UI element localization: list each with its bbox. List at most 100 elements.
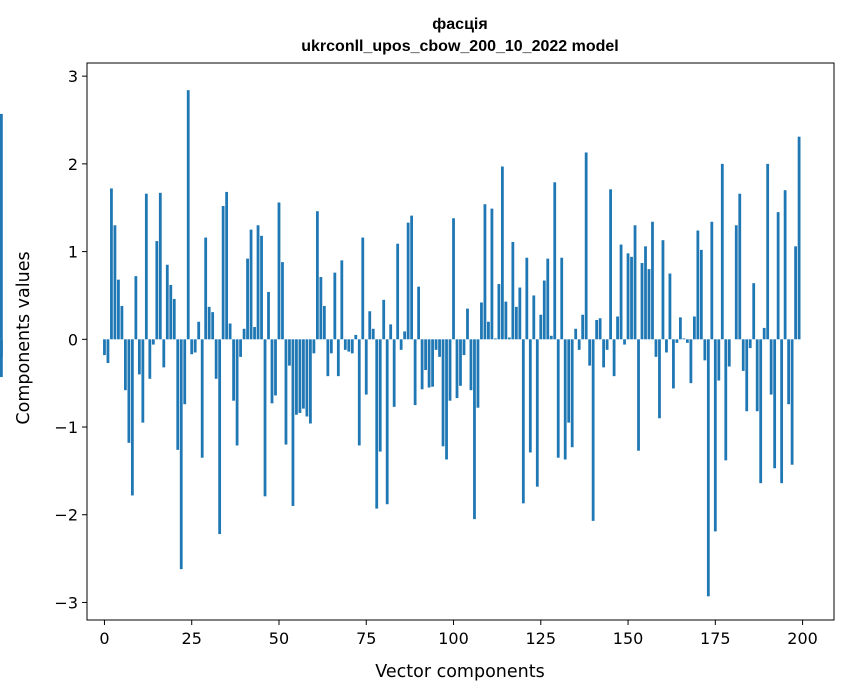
bar — [130, 339, 134, 496]
bar — [682, 338, 686, 340]
bar — [0, 113, 3, 340]
bar — [399, 339, 403, 350]
x-tick-label: 100 — [438, 629, 469, 648]
bar — [452, 218, 455, 340]
bar — [748, 339, 752, 349]
bar — [179, 339, 183, 570]
x-tick-label: 200 — [787, 629, 818, 648]
bar — [752, 283, 756, 340]
bar — [162, 339, 166, 368]
bar — [567, 339, 571, 423]
bar — [651, 221, 654, 340]
y-tick-label: −3 — [54, 593, 78, 612]
bar — [780, 339, 784, 484]
bar — [703, 339, 707, 361]
bar — [347, 339, 351, 352]
bar — [532, 295, 536, 340]
y-tick-label: 3 — [68, 67, 78, 86]
bar — [172, 298, 176, 340]
bar — [361, 237, 365, 340]
bars-group — [0, 90, 801, 597]
bar — [553, 182, 557, 340]
bar — [113, 225, 117, 340]
chart-title-line1: фасція — [432, 16, 487, 33]
bar — [459, 339, 462, 386]
y-tick-label: −2 — [54, 506, 78, 525]
bar — [242, 328, 246, 340]
bar — [319, 277, 323, 340]
bar — [378, 339, 382, 452]
bar — [699, 249, 703, 340]
bar — [588, 339, 592, 366]
bar — [654, 339, 658, 357]
bar — [626, 253, 630, 340]
bar — [375, 339, 379, 509]
bar — [253, 327, 256, 340]
bar — [277, 202, 281, 340]
bar — [183, 339, 187, 405]
bar — [665, 339, 668, 353]
bar — [605, 339, 609, 350]
bar — [672, 339, 675, 389]
bar — [267, 291, 270, 340]
bar — [193, 339, 197, 353]
bar — [232, 339, 235, 401]
bar — [644, 246, 647, 340]
bar — [598, 318, 602, 340]
bar — [144, 193, 148, 340]
bar — [483, 204, 487, 340]
bar — [263, 339, 267, 497]
bar — [535, 339, 539, 487]
bar — [581, 314, 585, 340]
bar — [336, 339, 340, 377]
bar — [284, 339, 288, 445]
bar — [776, 212, 780, 340]
y-axis-label: Components values — [14, 251, 34, 424]
bar — [148, 339, 152, 379]
bar — [759, 339, 763, 484]
x-tick-label: 75 — [356, 629, 376, 648]
bar — [0, 339, 3, 378]
bar — [445, 339, 448, 460]
bar — [570, 339, 574, 448]
bar — [619, 244, 623, 340]
bar — [602, 339, 606, 368]
bar — [420, 339, 424, 390]
bar — [309, 339, 312, 424]
bar — [0, 339, 3, 357]
bar — [720, 163, 724, 340]
bar — [364, 339, 368, 395]
bar — [225, 191, 229, 340]
bar — [186, 90, 190, 340]
bar — [497, 284, 501, 340]
plot-area-frame — [86, 62, 835, 621]
bar — [158, 192, 162, 340]
x-tick-label: 125 — [526, 629, 557, 648]
x-tick-label: 150 — [613, 629, 644, 648]
bar — [633, 225, 637, 340]
bar — [396, 243, 400, 340]
bar — [350, 339, 354, 354]
bar — [514, 306, 518, 340]
bar — [661, 240, 665, 340]
bar — [727, 339, 731, 367]
bar — [427, 339, 431, 388]
bar — [127, 339, 131, 443]
x-tick-label: 0 — [99, 629, 109, 648]
x-axis-ticks: 0 25 50 75 100 125 150 175 200 — [99, 620, 818, 648]
bar — [200, 339, 204, 458]
bar — [169, 284, 173, 340]
bar — [689, 339, 693, 384]
bar — [368, 311, 372, 340]
bar — [246, 258, 249, 340]
bar — [214, 339, 218, 379]
bar — [190, 339, 194, 355]
bar — [794, 246, 797, 340]
bar — [773, 339, 777, 469]
bar — [556, 339, 560, 458]
bar — [103, 339, 106, 356]
bar — [500, 166, 504, 340]
bar — [382, 299, 386, 340]
bar — [298, 339, 302, 413]
bar — [288, 339, 291, 366]
